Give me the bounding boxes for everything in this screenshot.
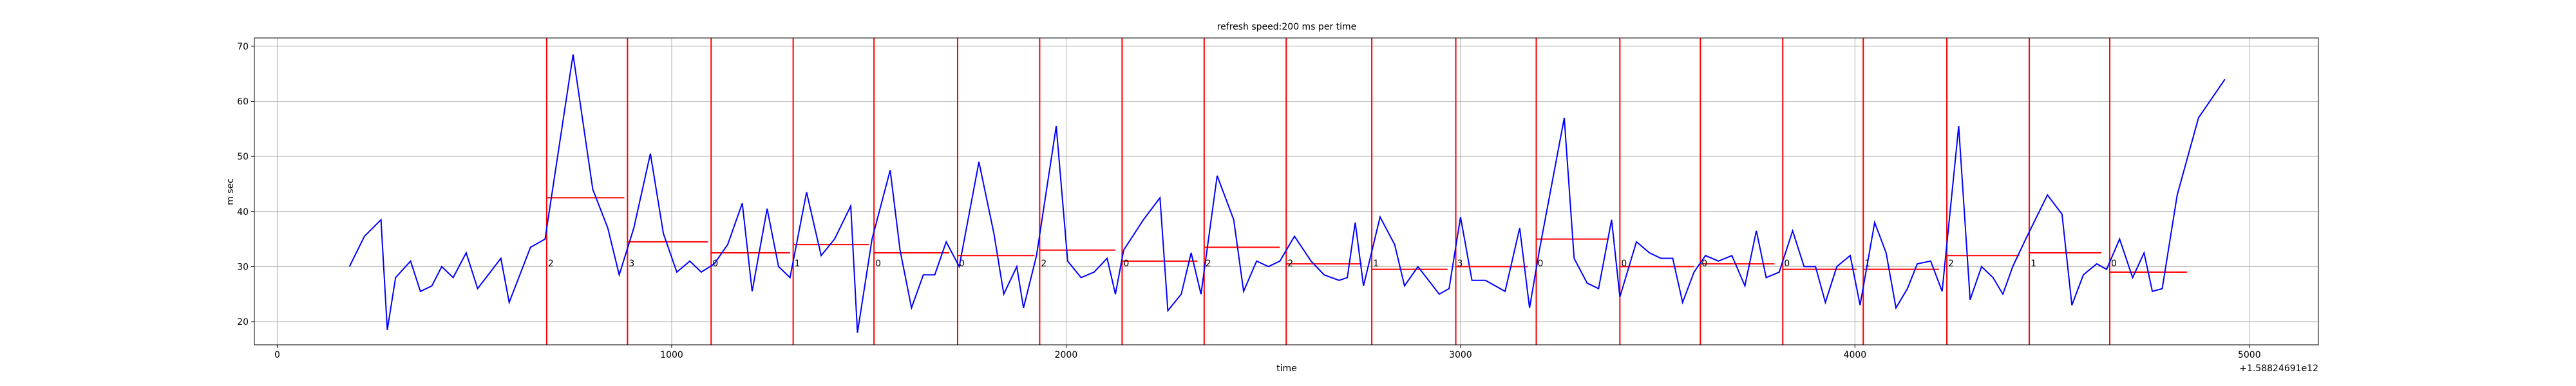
- data-line: [348, 54, 2226, 333]
- x-offset-label: +1.58824691e12: [2239, 363, 2318, 374]
- event-label: 0: [1123, 259, 1129, 269]
- event-label: 0: [1701, 259, 1707, 269]
- event-label: 2: [1287, 259, 1293, 269]
- event-label: 0: [1784, 259, 1790, 269]
- y-axis-label: m sec: [225, 178, 236, 205]
- event-label: 1: [2031, 259, 2036, 269]
- plot-frame: [254, 37, 2319, 345]
- x-tick-label: 2000: [1055, 350, 1078, 360]
- event-label: 3: [629, 259, 634, 269]
- event-label: 0: [2111, 259, 2117, 269]
- event-label: 0: [959, 259, 965, 269]
- event-label: 2: [1948, 259, 1954, 269]
- event-label: 0: [875, 259, 881, 269]
- x-tick-label: 1000: [660, 350, 683, 360]
- y-tick-label: 40: [237, 207, 249, 217]
- event-label: 2: [1206, 259, 1211, 269]
- event-label: 1: [1373, 259, 1379, 269]
- event-label: 0: [1537, 259, 1543, 269]
- event-label: 1: [795, 259, 800, 269]
- event-label: 2: [548, 259, 554, 269]
- y-tick-label: 30: [237, 262, 249, 272]
- x-axis-label: time: [1276, 363, 1297, 374]
- y-tick-label: 20: [237, 317, 249, 327]
- y-tick-label: 60: [237, 96, 249, 107]
- x-tick-label: 0: [274, 350, 280, 360]
- y-tick-label: 50: [237, 152, 249, 162]
- event-label: 3: [1457, 259, 1463, 269]
- event-label: 2: [1041, 259, 1046, 269]
- event-label: 0: [712, 259, 718, 269]
- x-tick-label: 3000: [1449, 350, 1472, 360]
- y-tick-label: 70: [237, 42, 249, 52]
- x-tick-label: 4000: [1844, 350, 1867, 360]
- chart-title: refresh speed:200 ms per time: [1217, 22, 1357, 32]
- event-label: 0: [1621, 259, 1627, 269]
- x-tick-label: 5000: [2238, 350, 2261, 360]
